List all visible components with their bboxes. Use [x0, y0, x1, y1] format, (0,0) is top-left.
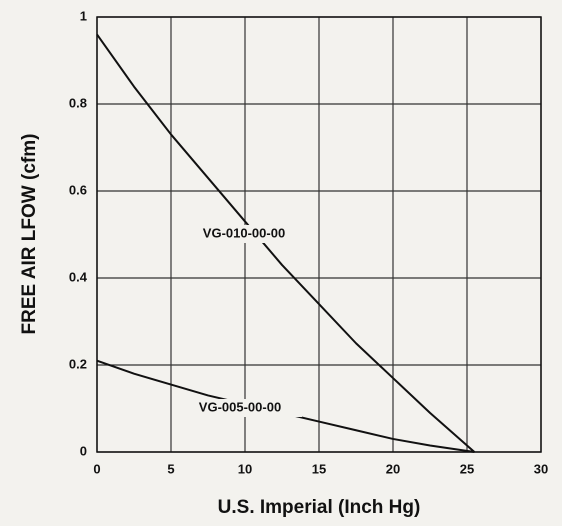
series-label: VG-010-00-00 — [203, 225, 285, 240]
y-tick-label: 0.4 — [69, 269, 88, 284]
plot-frame — [96, 16, 542, 453]
y-tick-label: 0.6 — [69, 182, 87, 197]
x-tick-label: 15 — [312, 461, 326, 476]
series-label: VG-005-00-00 — [199, 399, 281, 414]
y-tick-label: 0 — [80, 443, 87, 458]
y-tick-label: 0.8 — [69, 95, 87, 110]
series-line — [96, 33, 476, 453]
x-tick-label: 30 — [534, 461, 548, 476]
y-axis-title: FREE AIR LFOW (cfm) — [19, 134, 40, 335]
x-tick-label: 10 — [238, 461, 252, 476]
x-tick-label: 0 — [93, 461, 100, 476]
y-tick-label: 0.2 — [69, 356, 87, 371]
x-tick-label: 5 — [167, 461, 174, 476]
x-axis-title: U.S. Imperial (Inch Hg) — [218, 497, 421, 518]
series-label-bg — [178, 399, 302, 417]
x-tick-label: 25 — [460, 461, 474, 476]
x-tick-label: 20 — [386, 461, 400, 476]
series-label-bg — [182, 225, 306, 243]
y-tick-label: 1 — [80, 8, 87, 23]
